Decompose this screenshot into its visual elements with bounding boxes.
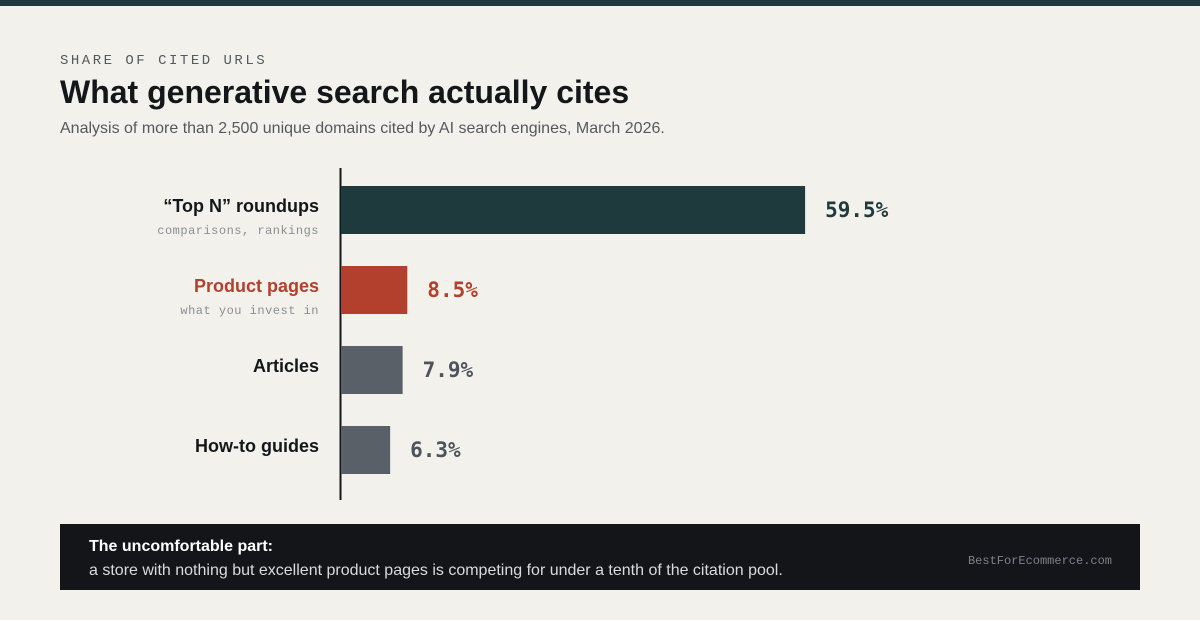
bar xyxy=(341,346,403,394)
chart-title: What generative search actually cites xyxy=(60,74,630,110)
bar-category-note: what you invest in xyxy=(180,304,319,318)
callout-box: The uncomfortable part: a store with not… xyxy=(60,524,1140,590)
bar-category-label: “Top N” roundups xyxy=(163,196,319,216)
callout-title: The uncomfortable part: xyxy=(89,538,274,555)
bar-category-label: Articles xyxy=(253,356,319,376)
bar-chart: “Top N” roundups comparisons, rankings 59.… xyxy=(157,168,889,500)
bar-category-label: Product pages xyxy=(194,276,319,296)
bar-value-label: 7.9% xyxy=(423,358,474,382)
bar-value-label: 59.5% xyxy=(825,198,889,222)
chart-subtitle: Analysis of more than 2,500 unique domai… xyxy=(60,120,665,137)
chart-kicker: SHARE OF CITED URLS xyxy=(60,53,268,69)
top-accent-rule xyxy=(0,0,1200,6)
callout-body: a store with nothing but excellent produ… xyxy=(89,562,783,579)
bar xyxy=(341,186,806,234)
bar-category-note: comparisons, rankings xyxy=(157,224,319,238)
bar-category-label: How-to guides xyxy=(195,436,319,456)
bar xyxy=(341,266,408,314)
source-credit: BestForEcommerce.com xyxy=(967,554,1112,568)
bar-value-label: 8.5% xyxy=(427,278,478,302)
bar xyxy=(341,426,391,474)
bar-value-label: 6.3% xyxy=(410,438,461,462)
